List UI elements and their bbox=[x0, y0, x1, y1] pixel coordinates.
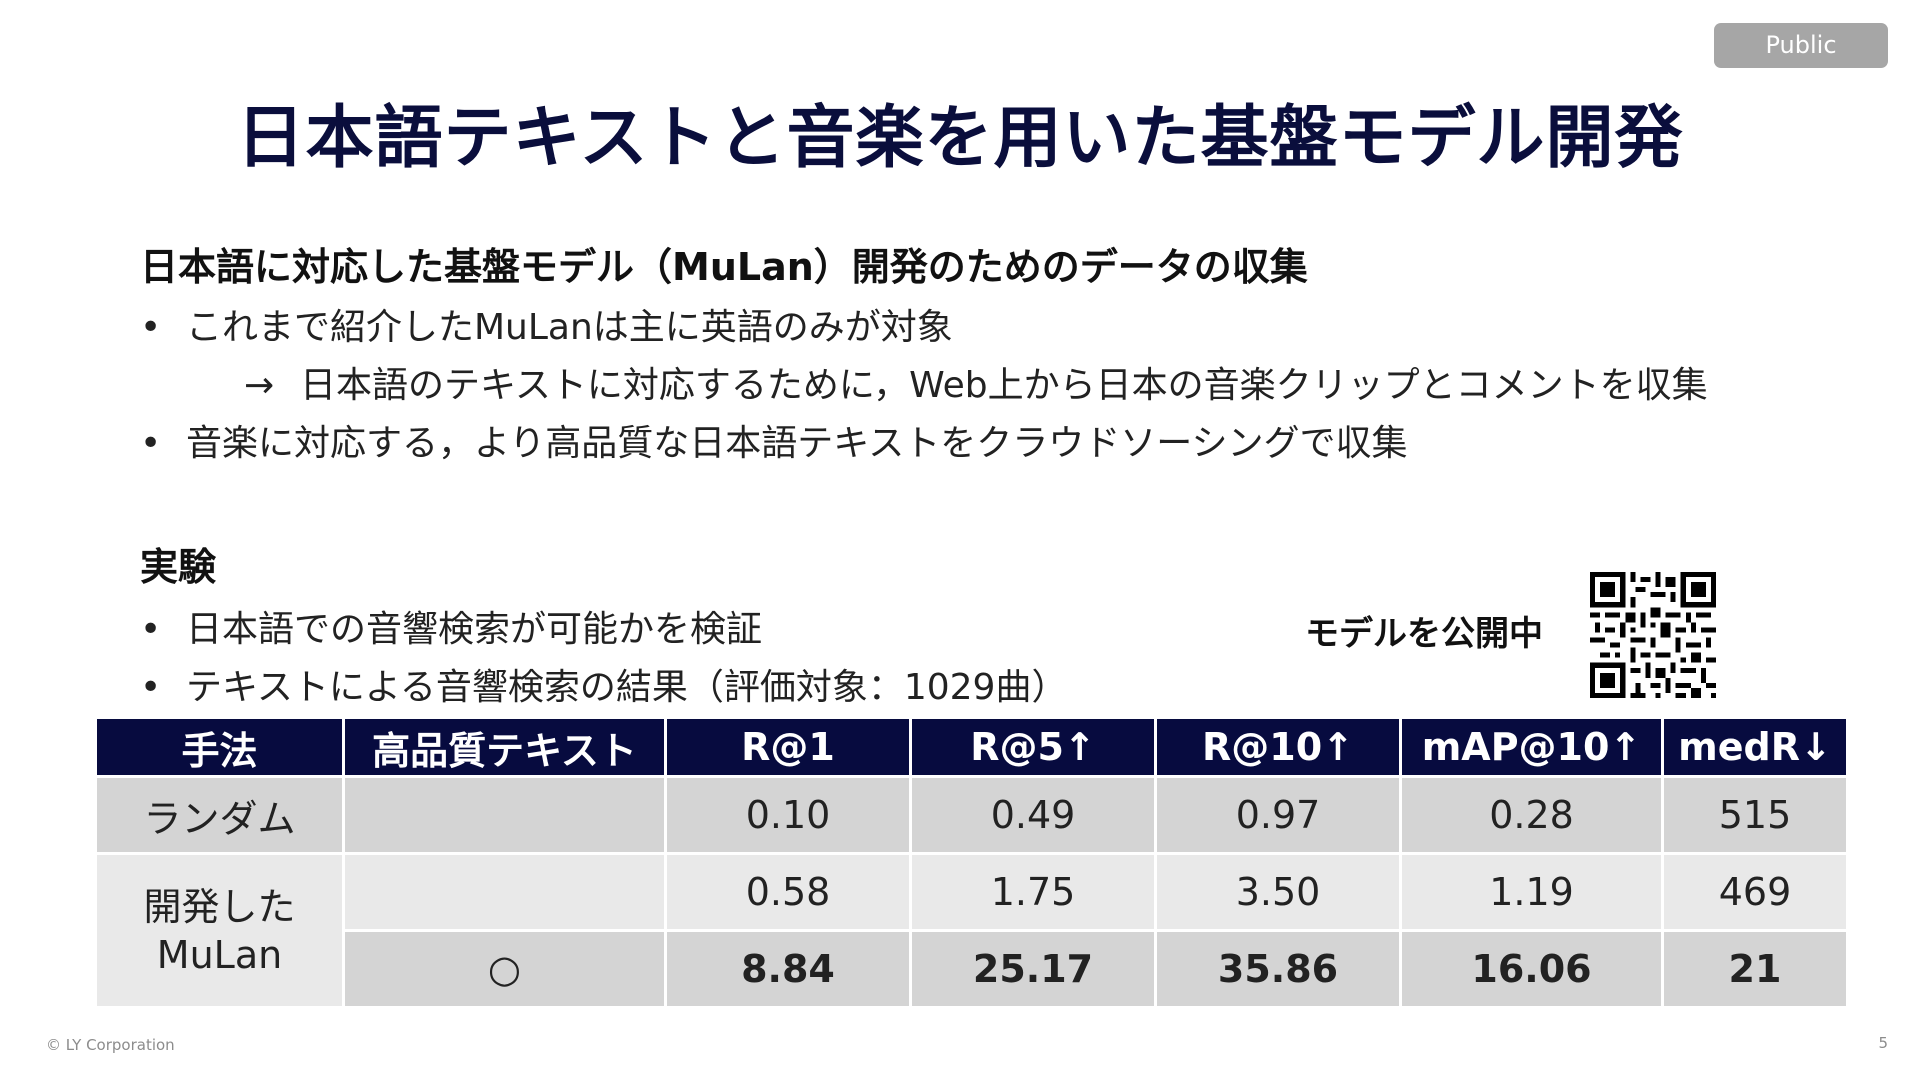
page-number: 5 bbox=[1878, 1034, 1888, 1052]
bullet-dot: • bbox=[140, 423, 162, 464]
copyright: © LY Corporation bbox=[46, 1036, 175, 1054]
table-row: ランダム 0.10 0.49 0.97 0.28 515 bbox=[94, 775, 1849, 855]
sub-bullet-text: 日本語のテキストに対応するために，Web上から日本の音楽クリップとコメントを収集 bbox=[300, 365, 1708, 406]
header-method: 手法 bbox=[94, 716, 345, 778]
bullet-text: これまで紹介したMuLanは主に英語のみが対象 bbox=[186, 307, 953, 348]
hq-cell: ○ bbox=[342, 929, 667, 1009]
method-cell: 開発した MuLan bbox=[94, 852, 345, 1009]
header-map10: mAP@10↑ bbox=[1399, 716, 1664, 778]
bullet-text: 日本語での音響検索が可能かを検証 bbox=[186, 609, 763, 650]
bullet-dot: • bbox=[140, 667, 162, 708]
value-cell: 0.97 bbox=[1154, 775, 1402, 855]
bullet-item: • これまで紹介したMuLanは主に英語のみが対象 bbox=[140, 298, 953, 350]
header-r1: R@1 bbox=[664, 716, 912, 778]
header-r10: R@10↑ bbox=[1154, 716, 1402, 778]
results-table: 手法 高品質テキスト R@1 R@5↑ R@10↑ mAP@10↑ medR↓ … bbox=[94, 716, 1849, 1009]
method-line: 開発した bbox=[143, 884, 296, 929]
arrow-icon: → bbox=[244, 365, 275, 406]
model-public-label: モデルを公開中 bbox=[1305, 614, 1543, 654]
value-cell: 0.10 bbox=[664, 775, 912, 855]
bullet-dot: • bbox=[140, 609, 162, 650]
value-cell: 515 bbox=[1661, 775, 1849, 855]
table-row: 開発した MuLan 0.58 1.75 3.50 1.19 469 bbox=[94, 852, 1849, 1009]
qr-code-icon[interactable] bbox=[1590, 572, 1716, 698]
bullet-text: テキストによる音響検索の結果（評価対象：1029曲） bbox=[186, 667, 1068, 708]
value-cell: 35.86 bbox=[1154, 929, 1402, 1009]
public-badge: Public bbox=[1714, 23, 1888, 68]
hq-cell bbox=[342, 775, 667, 855]
section-heading-data: 日本語に対応した基盤モデル（MuLan）開発のためのデータの収集 bbox=[140, 245, 1308, 289]
value-cell: 1.19 bbox=[1399, 852, 1664, 932]
value-cell: 0.58 bbox=[664, 852, 912, 932]
header-medr: medR↓ bbox=[1661, 716, 1849, 778]
value-cell: 25.17 bbox=[909, 929, 1157, 1009]
table-row: ○ 8.84 25.17 35.86 16.06 21 bbox=[96, 929, 1849, 1009]
header-hq-text: 高品質テキスト bbox=[342, 716, 667, 778]
slide-title: 日本語テキストと音楽を用いた基盤モデル開発 bbox=[236, 99, 1684, 178]
value-cell: 0.49 bbox=[909, 775, 1157, 855]
section-heading-experiment: 実験 bbox=[140, 545, 217, 589]
method-line: MuLan bbox=[156, 932, 283, 977]
bullet-text: 音楽に対応する，より高品質な日本語テキストをクラウドソーシングで収集 bbox=[186, 423, 1408, 464]
header-r5: R@5↑ bbox=[909, 716, 1157, 778]
bullet-item: • テキストによる音響検索の結果（評価対象：1029曲） bbox=[140, 658, 1067, 710]
sub-bullet-item: → 日本語のテキストに対応するために，Web上から日本の音楽クリップとコメントを収… bbox=[244, 356, 1708, 408]
value-cell: 0.28 bbox=[1399, 775, 1664, 855]
bullet-item: • 日本語での音響検索が可能かを検証 bbox=[140, 600, 762, 652]
value-cell: 21 bbox=[1661, 929, 1849, 1009]
bullet-item: • 音楽に対応する，より高品質な日本語テキストをクラウドソーシングで収集 bbox=[140, 414, 1407, 466]
bullet-dot: • bbox=[140, 307, 162, 348]
method-cell: ランダム bbox=[94, 775, 345, 855]
table-header-row: 手法 高品質テキスト R@1 R@5↑ R@10↑ mAP@10↑ medR↓ bbox=[94, 716, 1849, 778]
value-cell: 469 bbox=[1661, 852, 1849, 932]
value-cell: 16.06 bbox=[1399, 929, 1664, 1009]
value-cell: 8.84 bbox=[664, 929, 912, 1009]
value-cell: 3.50 bbox=[1154, 852, 1402, 932]
value-cell: 1.75 bbox=[909, 852, 1157, 932]
hq-cell bbox=[342, 852, 667, 932]
